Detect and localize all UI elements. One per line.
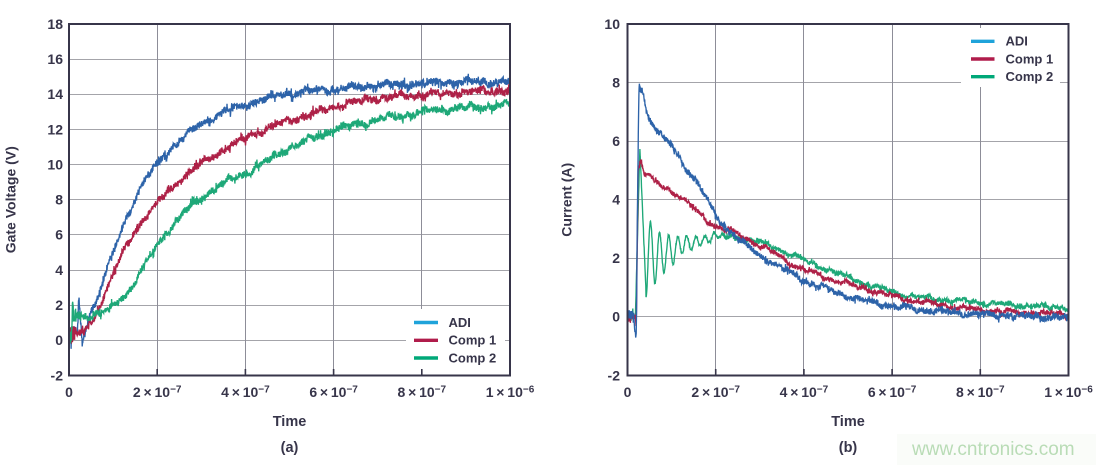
svg-text:8 × 10−7: 8 × 10−7 — [398, 384, 447, 400]
svg-text:Comp 2: Comp 2 — [449, 350, 497, 365]
svg-text:4 × 10−7: 4 × 10−7 — [780, 384, 829, 400]
svg-text:8 × 10−7: 8 × 10−7 — [956, 384, 1005, 400]
svg-text:-2: -2 — [608, 367, 621, 383]
svg-text:4: 4 — [612, 192, 620, 208]
svg-text:Comp 1: Comp 1 — [449, 333, 497, 348]
svg-text:14: 14 — [47, 86, 63, 102]
svg-text:18: 18 — [47, 16, 63, 32]
svg-text:Comp 1: Comp 1 — [1006, 51, 1054, 66]
svg-text:2: 2 — [55, 297, 63, 313]
svg-text:6 × 10−7: 6 × 10−7 — [868, 384, 917, 400]
svg-text:10: 10 — [604, 16, 620, 32]
svg-text:8: 8 — [55, 192, 63, 208]
svg-text:2 × 10−7: 2 × 10−7 — [691, 384, 740, 400]
svg-text:Comp 2: Comp 2 — [1006, 69, 1054, 84]
svg-text:ADI: ADI — [449, 315, 471, 330]
svg-text:6: 6 — [55, 227, 63, 243]
svg-text:4: 4 — [55, 262, 63, 278]
svg-text:6 × 10−7: 6 × 10−7 — [309, 384, 358, 400]
svg-text:2: 2 — [612, 250, 620, 266]
svg-text:(a): (a) — [281, 440, 299, 456]
svg-text:16: 16 — [47, 51, 63, 67]
svg-text:10: 10 — [47, 156, 63, 172]
svg-text:4 × 10−7: 4 × 10−7 — [221, 384, 270, 400]
svg-text:0: 0 — [612, 309, 620, 325]
svg-text:12: 12 — [47, 121, 63, 137]
svg-text:0: 0 — [65, 384, 73, 400]
svg-text:Gate Voltage (V): Gate Voltage (V) — [3, 146, 19, 253]
svg-text:ADI: ADI — [1006, 34, 1028, 49]
svg-text:1 × 10−6: 1 × 10−6 — [486, 384, 535, 400]
svg-text:1 × 10−6: 1 × 10−6 — [1044, 384, 1093, 400]
svg-text:6: 6 — [612, 133, 620, 149]
svg-text:Time: Time — [273, 414, 307, 430]
svg-text:0: 0 — [624, 384, 632, 400]
svg-text:8: 8 — [612, 74, 620, 90]
svg-text:2 × 10−7: 2 × 10−7 — [133, 384, 182, 400]
svg-text:Time: Time — [831, 414, 865, 430]
svg-text:www.cntronics.com: www.cntronics.com — [911, 439, 1075, 460]
svg-text:0: 0 — [55, 332, 63, 348]
svg-text:Current (A): Current (A) — [559, 163, 575, 237]
svg-text:(b): (b) — [839, 440, 858, 456]
svg-text:-2: -2 — [51, 367, 64, 383]
